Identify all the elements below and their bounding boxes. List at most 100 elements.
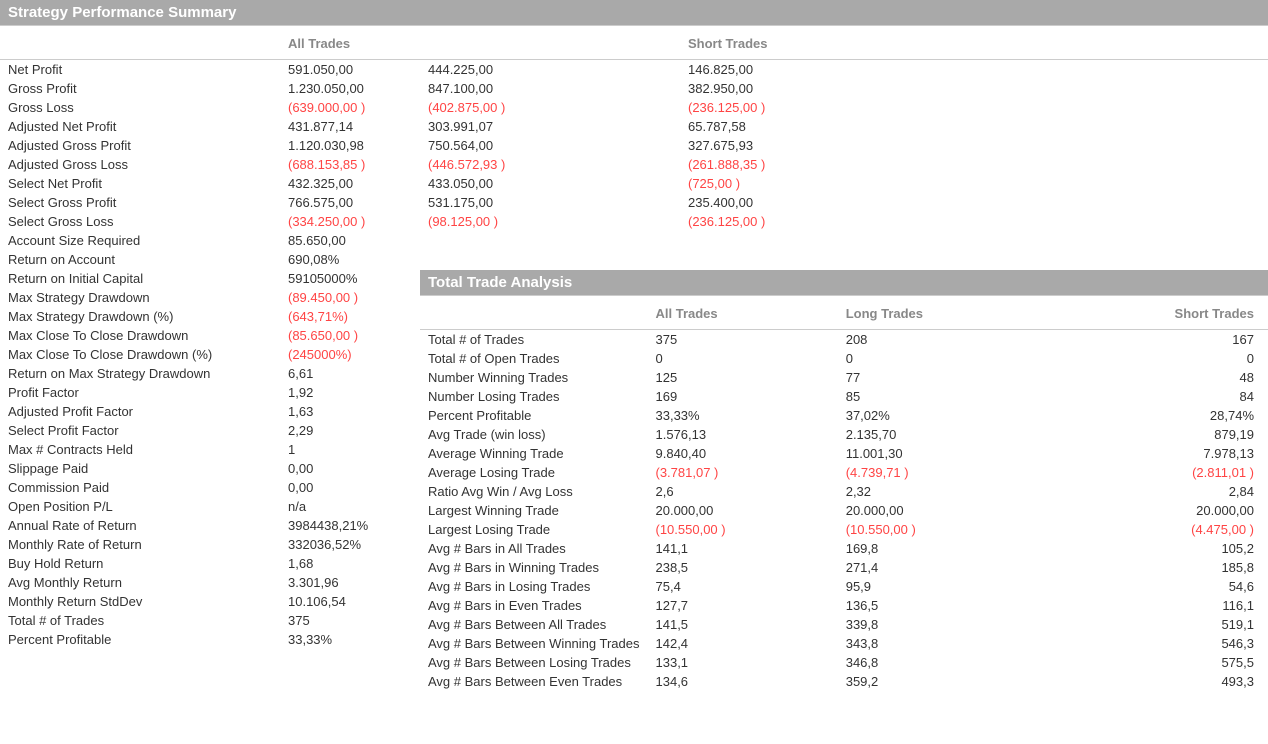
metric-label: Return on Initial Capital bbox=[0, 269, 280, 288]
metric-label: Avg # Bars in Winning Trades bbox=[420, 558, 648, 577]
table-row: Return on Account690,08% bbox=[0, 250, 420, 269]
table-row: Percent Profitable33,33% bbox=[0, 630, 420, 649]
metric-short: 879,19 bbox=[1044, 425, 1268, 444]
metric-label: Buy Hold Return bbox=[0, 554, 280, 573]
metric-label: Return on Max Strategy Drawdown bbox=[0, 364, 280, 383]
metric-all: 0,00 bbox=[280, 459, 420, 478]
metric-short: 493,3 bbox=[1044, 672, 1268, 691]
table-row: Adjusted Gross Profit1.120.030,98 bbox=[0, 136, 420, 155]
summary-header-ext bbox=[420, 0, 1268, 26]
metric-label: Avg # Bars in All Trades bbox=[420, 539, 648, 558]
table-row: Average Winning Trade9.840,4011.001,307.… bbox=[420, 444, 1268, 463]
metric-short: (236.125,00 ) bbox=[680, 98, 1268, 117]
metric-all: (3.781,07 ) bbox=[648, 463, 838, 482]
table-row: 750.564,00327.675,93 bbox=[420, 136, 1268, 155]
table-row: Percent Profitable33,33%37,02%28,74% bbox=[420, 406, 1268, 425]
analysis-table: . All Trades Long Trades Short Trades To… bbox=[420, 296, 1268, 691]
table-row: Max Close To Close Drawdown(85.650,00 ) bbox=[0, 326, 420, 345]
metric-label: Adjusted Gross Loss bbox=[0, 155, 280, 174]
metric-label: Profit Factor bbox=[0, 383, 280, 402]
metric-short: 2,84 bbox=[1044, 482, 1268, 501]
metric-short: 519,1 bbox=[1044, 615, 1268, 634]
metric-short: 546,3 bbox=[1044, 634, 1268, 653]
analysis-title: Total Trade Analysis bbox=[428, 274, 572, 291]
table-row: Select Net Profit432.325,00 bbox=[0, 174, 420, 193]
metric-long: 444.225,00 bbox=[420, 60, 680, 80]
table-row: Commission Paid0,00 bbox=[0, 478, 420, 497]
table-row: Select Gross Loss(334.250,00 ) bbox=[0, 212, 420, 231]
table-row: Largest Winning Trade20.000,0020.000,002… bbox=[420, 501, 1268, 520]
metric-all: 1,68 bbox=[280, 554, 420, 573]
metric-all: (643,71%) bbox=[280, 307, 420, 326]
metric-label: Monthly Return StdDev bbox=[0, 592, 280, 611]
metric-all: 3984438,21% bbox=[280, 516, 420, 535]
metric-label: Annual Rate of Return bbox=[0, 516, 280, 535]
table-row: Avg # Bars in Even Trades127,7136,5116,1 bbox=[420, 596, 1268, 615]
metric-long: 750.564,00 bbox=[420, 136, 680, 155]
metric-label: Total # of Trades bbox=[0, 611, 280, 630]
metric-all: (334.250,00 ) bbox=[280, 212, 420, 231]
metric-short: 7.978,13 bbox=[1044, 444, 1268, 463]
metric-short: 105,2 bbox=[1044, 539, 1268, 558]
metric-label: Avg # Bars Between Losing Trades bbox=[420, 653, 648, 672]
metric-long: 303.991,07 bbox=[420, 117, 680, 136]
metric-all: (10.550,00 ) bbox=[648, 520, 838, 539]
metric-short: 84 bbox=[1044, 387, 1268, 406]
metric-all: 85.650,00 bbox=[280, 231, 420, 250]
metric-label: Account Size Required bbox=[0, 231, 280, 250]
metric-short: 0 bbox=[1044, 349, 1268, 368]
metric-long: 169,8 bbox=[838, 539, 1044, 558]
metric-all: n/a bbox=[280, 497, 420, 516]
metric-all: 6,61 bbox=[280, 364, 420, 383]
table-row: Avg # Bars in Winning Trades238,5271,418… bbox=[420, 558, 1268, 577]
table-row: Return on Initial Capital59105000% bbox=[0, 269, 420, 288]
metric-all: (245000%) bbox=[280, 345, 420, 364]
table-row: (446.572,93 )(261.888,35 ) bbox=[420, 155, 1268, 174]
metric-label: Total # of Open Trades bbox=[420, 349, 648, 368]
table-row: Return on Max Strategy Drawdown6,61 bbox=[0, 364, 420, 383]
metric-long: 339,8 bbox=[838, 615, 1044, 634]
metric-all: 9.840,40 bbox=[648, 444, 838, 463]
metric-long: (446.572,93 ) bbox=[420, 155, 680, 174]
metric-all: 33,33% bbox=[280, 630, 420, 649]
table-row: (402.875,00 )(236.125,00 ) bbox=[420, 98, 1268, 117]
metric-all: 1.120.030,98 bbox=[280, 136, 420, 155]
metric-short: 48 bbox=[1044, 368, 1268, 387]
metric-label: Select Gross Profit bbox=[0, 193, 280, 212]
metric-label: Avg # Bars in Even Trades bbox=[420, 596, 648, 615]
table-row: Account Size Required85.650,00 bbox=[0, 231, 420, 250]
table-row: Gross Loss(639.000,00 ) bbox=[0, 98, 420, 117]
metric-all: 591.050,00 bbox=[280, 60, 420, 80]
metric-short: 54,6 bbox=[1044, 577, 1268, 596]
table-row: Avg # Bars Between Losing Trades133,1346… bbox=[420, 653, 1268, 672]
metric-label: Average Losing Trade bbox=[420, 463, 648, 482]
metric-all: 0,00 bbox=[280, 478, 420, 497]
table-row: Net Profit591.050,00 bbox=[0, 60, 420, 80]
metric-long: 271,4 bbox=[838, 558, 1044, 577]
metric-long: 20.000,00 bbox=[838, 501, 1044, 520]
metric-short: (236.125,00 ) bbox=[680, 212, 1268, 231]
metric-all: (85.650,00 ) bbox=[280, 326, 420, 345]
col-long-trades: Long Trades bbox=[420, 26, 680, 60]
ana-col-short: Short Trades bbox=[1044, 296, 1268, 330]
metric-all: 332036,52% bbox=[280, 535, 420, 554]
table-row: Annual Rate of Return3984438,21% bbox=[0, 516, 420, 535]
metric-all: 133,1 bbox=[648, 653, 838, 672]
metric-label: Adjusted Gross Profit bbox=[0, 136, 280, 155]
analysis-panel: Total Trade Analysis . All Trades Long T… bbox=[420, 270, 1268, 691]
metric-long: 359,2 bbox=[838, 672, 1044, 691]
table-row: 303.991,0765.787,58 bbox=[420, 117, 1268, 136]
col-blank: . bbox=[0, 26, 280, 60]
table-row: Profit Factor1,92 bbox=[0, 383, 420, 402]
metric-all: 141,5 bbox=[648, 615, 838, 634]
metric-all: 127,7 bbox=[648, 596, 838, 615]
summary-title: Strategy Performance Summary bbox=[8, 4, 236, 21]
table-row: Gross Profit1.230.050,00 bbox=[0, 79, 420, 98]
metric-label: Avg Monthly Return bbox=[0, 573, 280, 592]
metric-all: 375 bbox=[648, 330, 838, 350]
table-row: Max # Contracts Held1 bbox=[0, 440, 420, 459]
metric-label: Avg # Bars Between Even Trades bbox=[420, 672, 648, 691]
metric-all: 766.575,00 bbox=[280, 193, 420, 212]
metric-label: Open Position P/L bbox=[0, 497, 280, 516]
metric-short: 28,74% bbox=[1044, 406, 1268, 425]
